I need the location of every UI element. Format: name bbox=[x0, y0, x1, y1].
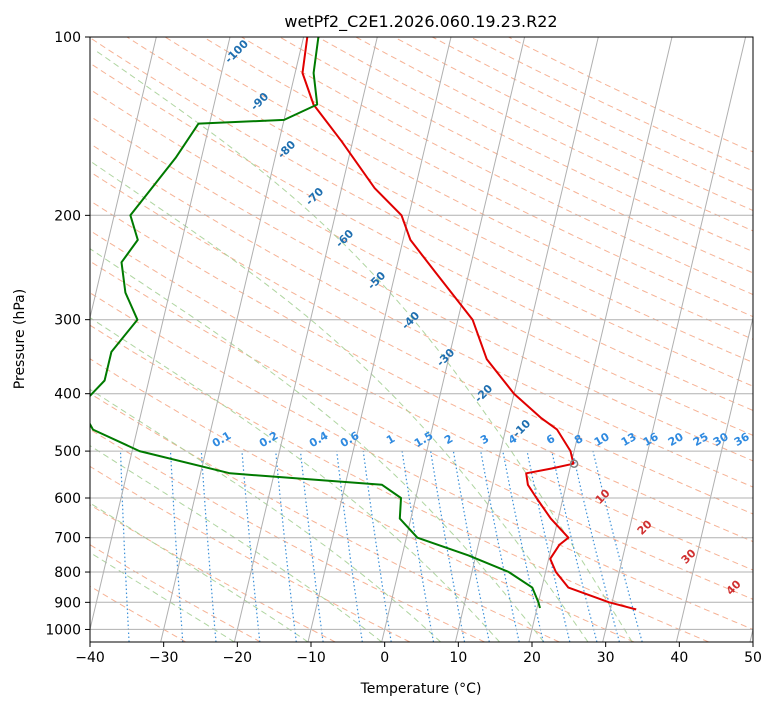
moist-adiabat-line bbox=[90, 160, 589, 642]
isotherm-line bbox=[528, 37, 673, 642]
dry-adiabat-line bbox=[203, 37, 753, 318]
x-tick-label: 40 bbox=[670, 650, 688, 666]
moist-adiabat-line bbox=[93, 49, 633, 642]
chart-title: wetPf2_C2E1.2026.060.19.23.R22 bbox=[284, 12, 557, 32]
dry-adiabat-line bbox=[90, 37, 753, 387]
isotherm-line bbox=[381, 37, 526, 642]
x-tick-label: −30 bbox=[149, 650, 179, 666]
mixing-ratio-line bbox=[200, 451, 217, 642]
dry-adiabat-line bbox=[90, 585, 187, 642]
isotherm-line bbox=[749, 627, 753, 642]
y-tick-label: 500 bbox=[54, 444, 81, 460]
dry-adiabat-line bbox=[90, 200, 753, 543]
moist-adiabat-line bbox=[90, 317, 500, 642]
dry-adiabat-line bbox=[90, 428, 485, 642]
isotherm-line bbox=[675, 315, 753, 642]
moist-adiabat-line bbox=[90, 248, 545, 642]
dry-adiabat-line bbox=[241, 37, 753, 296]
mixing-ratio-line bbox=[551, 450, 598, 642]
dry-adiabat-line bbox=[90, 358, 635, 642]
dry-adiabat-line bbox=[126, 37, 753, 364]
x-tick-label: 20 bbox=[523, 650, 541, 666]
x-tick-label: −10 bbox=[296, 650, 326, 666]
moist-adiabat-line bbox=[90, 388, 441, 642]
y-tick-label: 300 bbox=[54, 313, 81, 329]
mixing-ratio-line bbox=[241, 451, 261, 642]
mixing-ratio-line bbox=[336, 451, 363, 642]
y-tick-label: 100 bbox=[54, 30, 81, 46]
dry-adiabat-line bbox=[90, 171, 753, 515]
isotherm-line bbox=[90, 37, 231, 632]
plot-frame bbox=[89, 36, 754, 643]
mixing-ratio-line bbox=[452, 450, 490, 642]
isotherm-line bbox=[454, 37, 599, 642]
isotherm-line bbox=[90, 37, 157, 320]
y-axis-label: Pressure (hPa) bbox=[12, 289, 28, 389]
dewpoint-profile-line bbox=[90, 37, 541, 609]
y-tick-label: 200 bbox=[54, 208, 81, 224]
x-tick-label: 50 bbox=[744, 650, 762, 666]
plot-background bbox=[90, 37, 753, 642]
dry-adiabat-line bbox=[90, 115, 753, 462]
x-tick-label: 0 bbox=[380, 650, 389, 666]
dry-adiabat-line bbox=[90, 142, 753, 488]
y-tick-label: 1000 bbox=[45, 622, 81, 638]
isotherm-line bbox=[602, 37, 747, 642]
isotherm-line bbox=[233, 37, 378, 642]
mixing-ratio-line bbox=[362, 451, 392, 642]
mixing-ratio-line bbox=[571, 450, 620, 642]
y-tick-label: 700 bbox=[54, 531, 81, 547]
dry-adiabat-line bbox=[90, 260, 753, 600]
y-tick-label: 400 bbox=[54, 387, 81, 403]
mixing-ratio-line bbox=[275, 451, 297, 642]
isotherm-line bbox=[0, 37, 9, 642]
mixing-ratio-line bbox=[299, 451, 324, 642]
dry-adiabat-line bbox=[90, 504, 336, 642]
pressure-grid bbox=[90, 37, 753, 630]
mixing-ratio-line bbox=[480, 450, 520, 642]
isotherm-line bbox=[160, 37, 305, 642]
dry-adiabat-line bbox=[90, 324, 709, 642]
y-axis-ticks: 100 200 300 400 500 600 700 800 900 1000 bbox=[45, 30, 90, 638]
sounding-profiles bbox=[90, 37, 637, 611]
x-tick-label: −20 bbox=[223, 650, 253, 666]
isotherm-line bbox=[307, 37, 452, 642]
x-axis-label: Temperature (°C) bbox=[360, 681, 482, 697]
y-tick-label: 600 bbox=[54, 491, 81, 507]
x-tick-label: −40 bbox=[75, 650, 105, 666]
moist-adiabat-line bbox=[90, 445, 382, 642]
y-tick-label: 900 bbox=[54, 595, 81, 611]
lcl-marker bbox=[569, 459, 579, 468]
temperature-profile-line bbox=[301, 37, 637, 611]
x-tick-label: 10 bbox=[449, 650, 467, 666]
x-axis-ticks: −40 −30 −20 −10 0 10 20 30 40 50 bbox=[75, 642, 762, 666]
x-tick-label: 30 bbox=[597, 650, 615, 666]
y-tick-label: 800 bbox=[54, 565, 81, 581]
mixing-ratio-line bbox=[502, 450, 544, 642]
